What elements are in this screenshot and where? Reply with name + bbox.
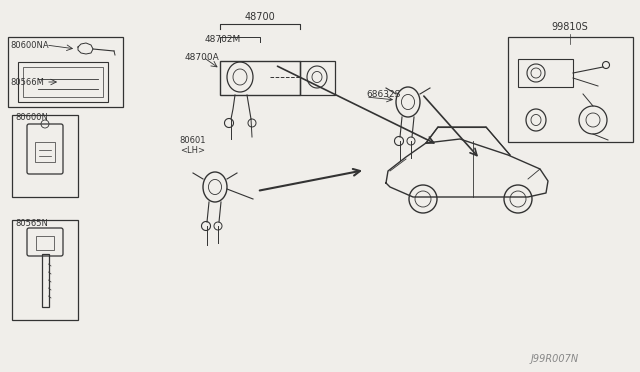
Bar — [23, 67, 103, 97]
Text: 80600NA: 80600NA — [10, 41, 49, 49]
Text: 80565N: 80565N — [15, 219, 48, 228]
Bar — [300, 61, 335, 95]
Text: 80566M: 80566M — [10, 77, 44, 87]
Bar — [35, 142, 55, 162]
Bar — [12, 115, 78, 197]
Text: 80600N: 80600N — [15, 113, 48, 122]
Text: 48700: 48700 — [244, 12, 275, 22]
Bar — [518, 59, 573, 87]
Text: 48700A: 48700A — [185, 52, 220, 61]
Bar — [12, 220, 78, 320]
Text: 68632S: 68632S — [366, 90, 401, 99]
Text: 99810S: 99810S — [552, 22, 588, 32]
Bar — [508, 37, 633, 142]
Bar — [36, 236, 54, 250]
Bar — [220, 61, 300, 95]
Bar — [18, 62, 108, 102]
Bar — [8, 37, 123, 107]
Text: 80601
<LH>: 80601 <LH> — [180, 136, 206, 155]
Text: 48702M: 48702M — [205, 35, 241, 44]
Text: J99R007N: J99R007N — [531, 354, 579, 364]
